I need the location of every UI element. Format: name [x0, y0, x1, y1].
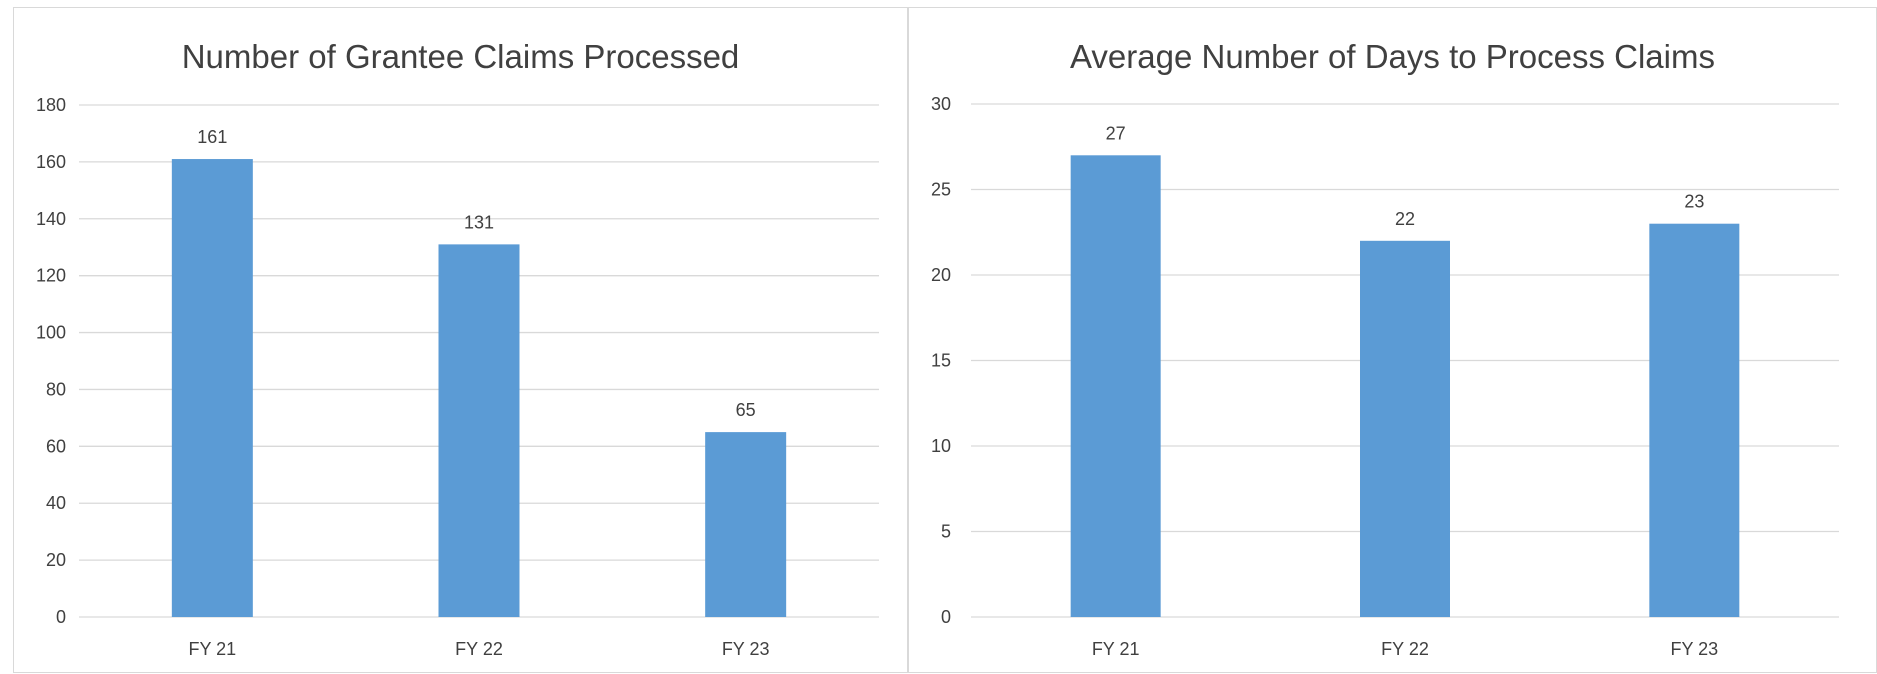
x-tick-label: FY 21: [1092, 639, 1140, 659]
bar-fy-21: [171, 159, 253, 618]
y-tick-label: 40: [46, 493, 66, 513]
bar-fy-23: [1649, 223, 1740, 617]
data-label: 23: [1684, 192, 1704, 212]
bar-fy-21: [1070, 155, 1161, 618]
y-tick-label: 180: [36, 95, 66, 115]
chart-panel-claims-processed: Number of Grantee Claims Processed 0 20 40…: [13, 7, 908, 673]
x-tick-label: FY 22: [455, 639, 503, 659]
bar-fy-23: [705, 432, 787, 617]
y-tick-label: 0: [56, 607, 66, 627]
bar-fy-22: [438, 244, 520, 617]
data-label: 27: [1106, 123, 1126, 143]
y-tick-label: 30: [931, 94, 951, 114]
y-tick-label: 100: [36, 323, 66, 343]
bar-fy-22: [1360, 240, 1450, 618]
y-tick-label: 20: [931, 265, 951, 285]
y-tick-label: 25: [931, 180, 951, 200]
y-tick-label: 15: [931, 351, 951, 371]
y-tick-label: 5: [941, 522, 951, 542]
data-label: 65: [736, 400, 756, 420]
bar-chart-days-to-process: 0 5 10 15 20 25 30 27 FY 21 22 FY 22 23 FY 23: [931, 94, 1839, 659]
y-tick-label: 10: [931, 436, 951, 456]
x-tick-label: FY 22: [1381, 639, 1429, 659]
y-tick-label: 0: [941, 607, 951, 627]
y-tick-label: 20: [46, 550, 66, 570]
y-tick-label: 80: [46, 379, 66, 399]
data-label: 131: [464, 212, 494, 232]
chart-title: Number of Grantee Claims Processed: [181, 38, 740, 75]
x-tick-label: FY 21: [188, 639, 236, 659]
x-tick-label: FY 23: [1670, 639, 1718, 659]
chart-title: Average Number of Days to Process Claims: [1070, 38, 1715, 75]
data-label: 22: [1395, 209, 1415, 229]
chart-panel-days-to-process: Average Number of Days to Process Claims…: [908, 7, 1877, 673]
data-label: 161: [197, 127, 227, 147]
y-tick-label: 60: [46, 436, 66, 456]
bar-chart-claims-processed: 0 20 40 60 80 100 120 140 160 180 161 FY 21 131 FY 22…: [36, 95, 879, 659]
y-tick-label: 120: [36, 266, 66, 286]
y-tick-label: 140: [36, 209, 66, 229]
x-tick-label: FY 23: [722, 639, 770, 659]
y-tick-label: 160: [36, 152, 66, 172]
